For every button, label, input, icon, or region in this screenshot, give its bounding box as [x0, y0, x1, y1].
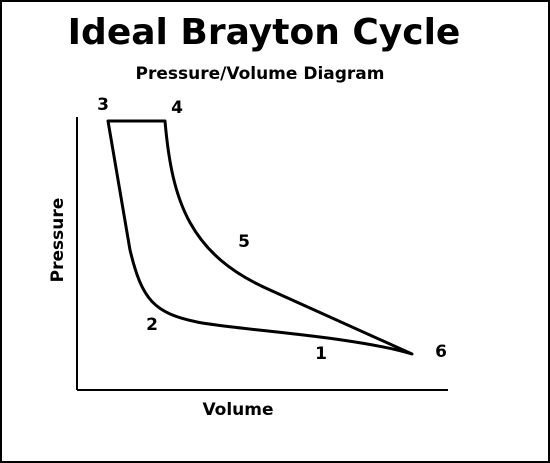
point-label: 1	[315, 344, 327, 364]
subtitle: Pressure/Volume Diagram	[136, 64, 385, 84]
y-axis-label: Pressure	[48, 198, 68, 283]
cycle-curve	[106, 119, 414, 356]
point-label: 5	[238, 232, 250, 252]
point-label: 6	[435, 342, 447, 362]
x-axis-label: Volume	[202, 400, 273, 420]
point-label: 4	[171, 98, 183, 118]
point-label: 3	[97, 95, 109, 115]
title: Ideal Brayton Cycle	[68, 12, 461, 53]
point-label: 2	[146, 315, 158, 335]
